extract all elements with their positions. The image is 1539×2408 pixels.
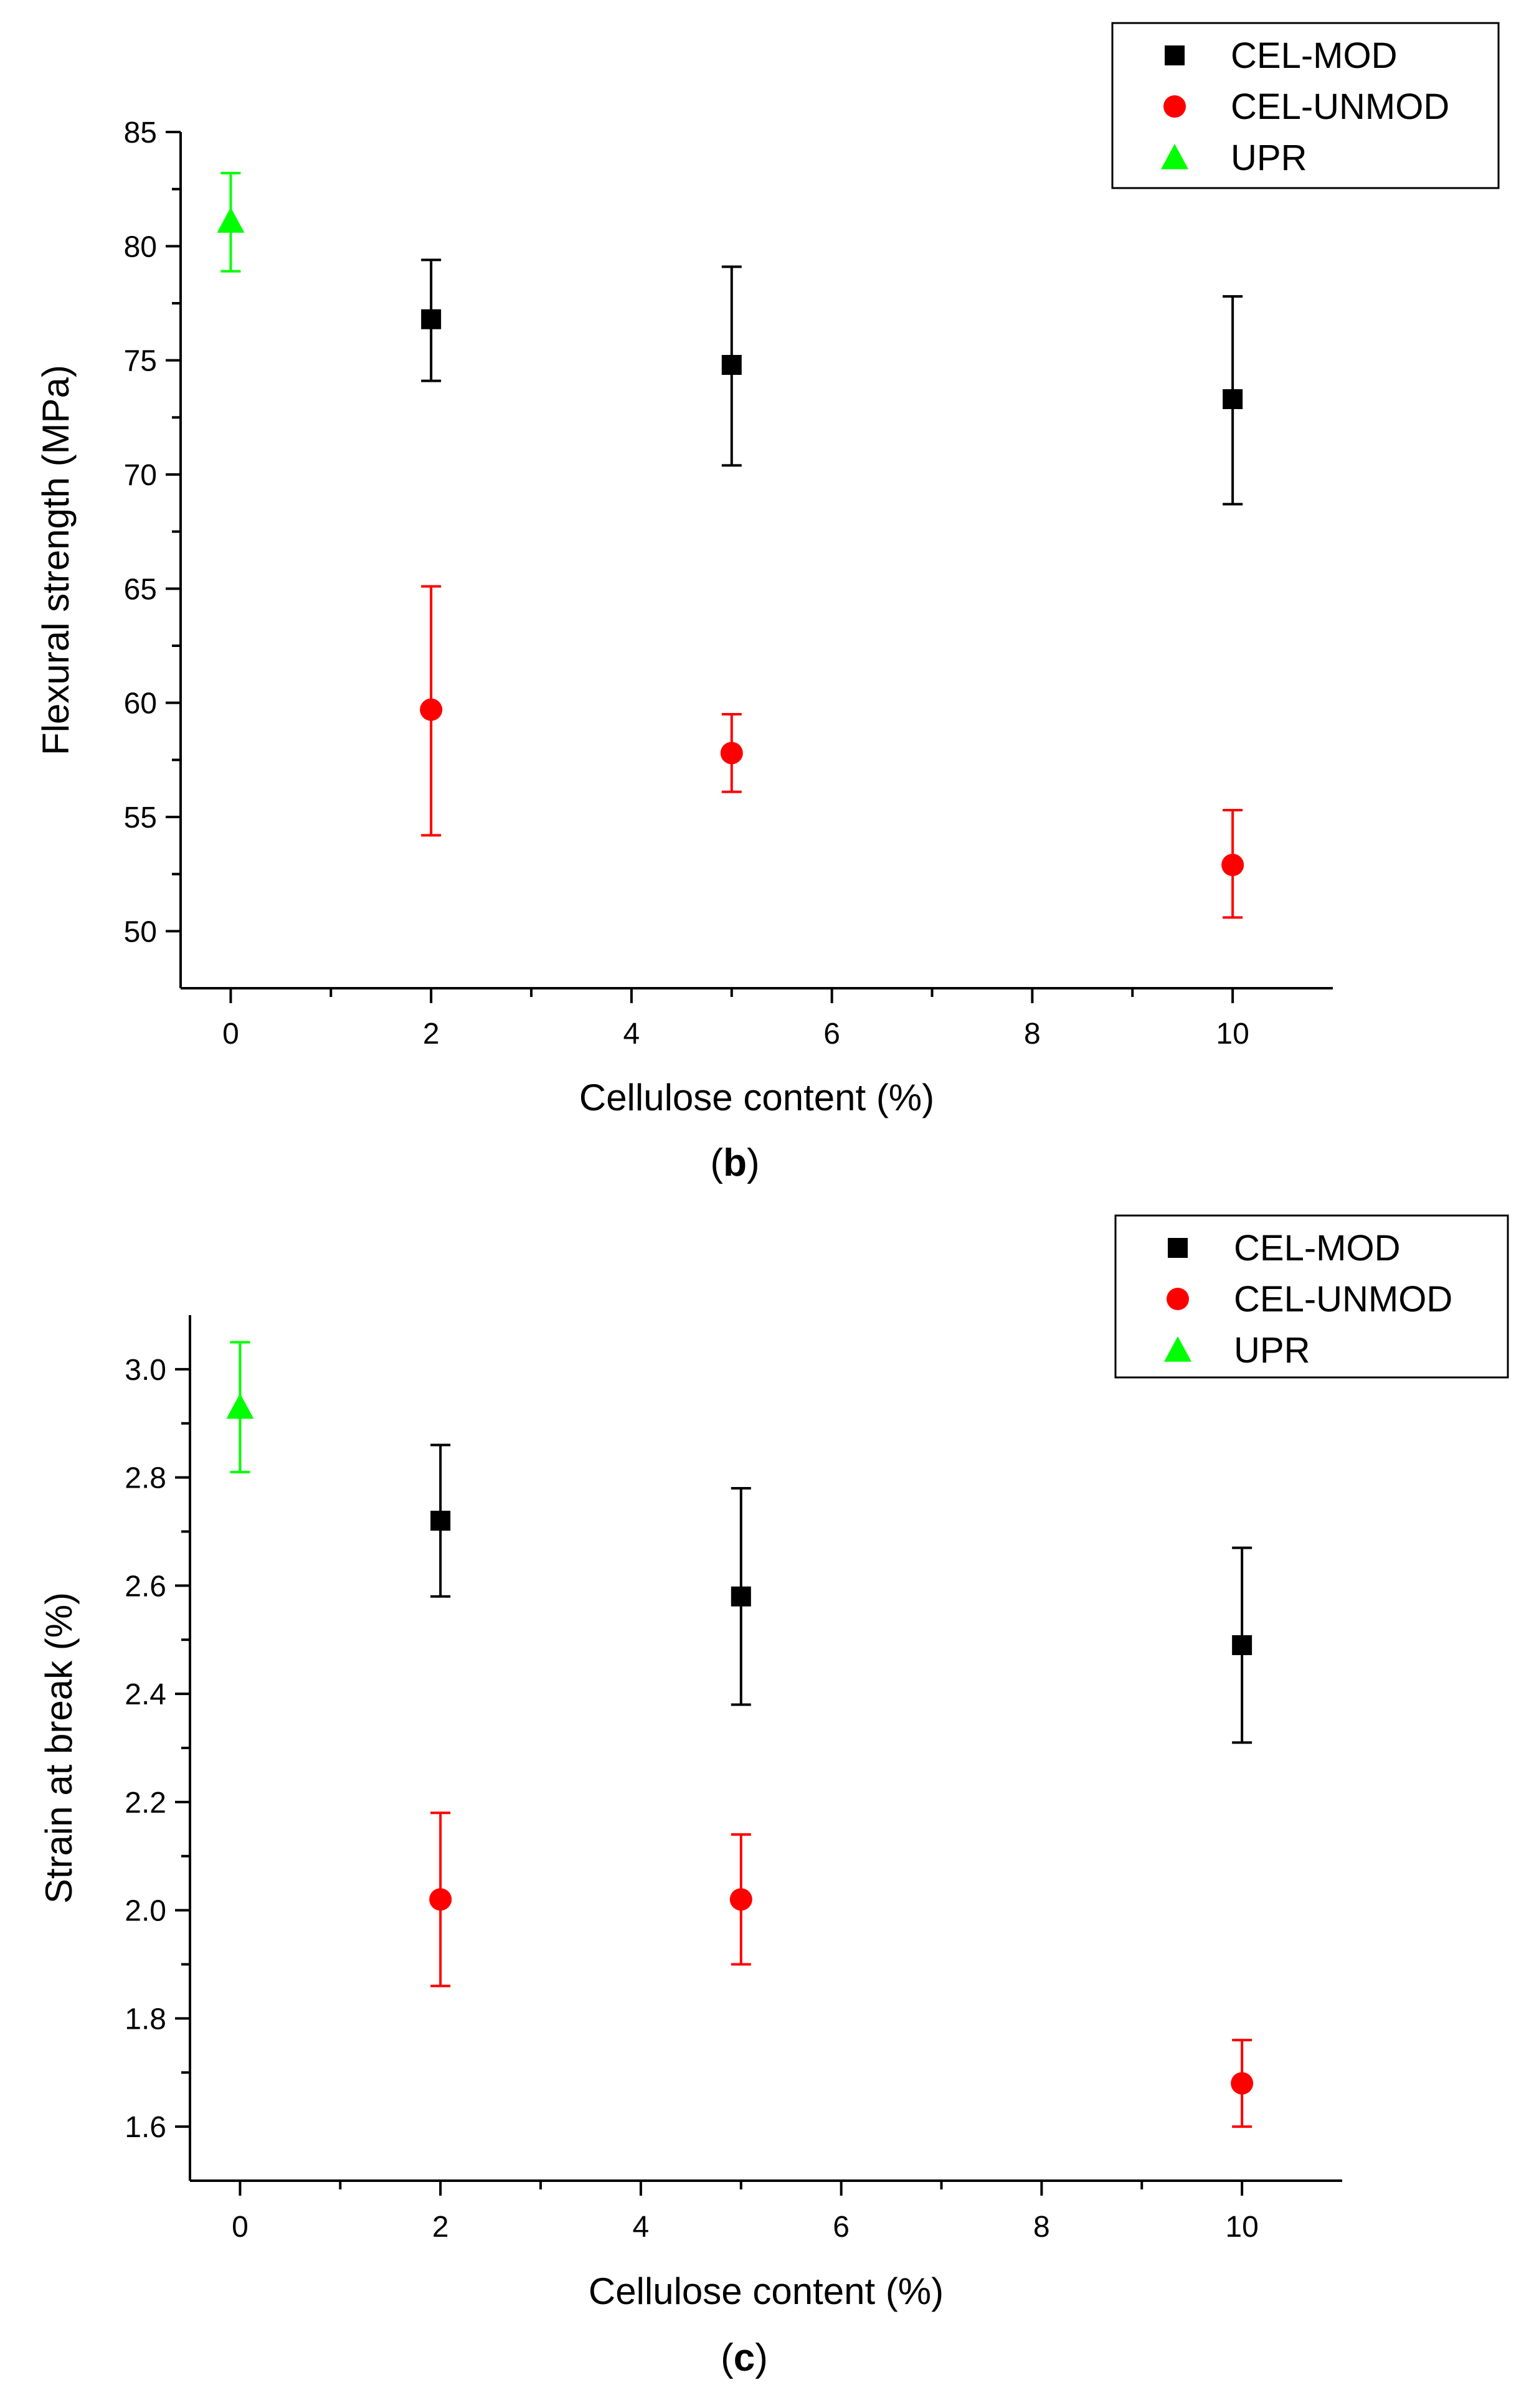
y-tick-label: 75 <box>124 345 157 378</box>
data-point <box>217 207 245 233</box>
series-cel-unmod <box>429 1811 1254 2128</box>
legend-label: CEL-MOD <box>1231 35 1397 76</box>
x-tick-label: 0 <box>222 1017 239 1051</box>
legend-label: CEL-MOD <box>1234 1228 1400 1268</box>
y-tick-label: 2.2 <box>125 1787 166 1820</box>
x-tick-label: 10 <box>1225 2211 1258 2244</box>
y-axis-title: Strain at break (%) <box>38 1592 80 1904</box>
y-tick-label: 2.8 <box>125 1462 166 1495</box>
y-tick-label: 2.0 <box>125 1895 166 1928</box>
x-tick-label: 4 <box>633 2211 650 2244</box>
legend-marker <box>1163 95 1186 118</box>
y-tick-label: 1.6 <box>125 2111 166 2144</box>
y-tick-label: 3.0 <box>125 1354 166 1387</box>
x-tick-label: 4 <box>623 1017 640 1051</box>
series-upr <box>217 172 245 273</box>
legend-marker <box>1161 144 1188 169</box>
panel-label: (b) <box>710 1141 759 1184</box>
legend-label: CEL-UNMOD <box>1234 1279 1452 1320</box>
data-point <box>1221 854 1244 876</box>
x-tick-label: 6 <box>833 2211 850 2244</box>
x-axis-title: Cellulose content (%) <box>579 1077 934 1118</box>
legend-marker <box>1167 1288 1189 1310</box>
legend-marker <box>1168 1238 1188 1258</box>
data-point <box>420 698 443 721</box>
data-point <box>429 1888 452 1911</box>
y-tick-label: 2.4 <box>125 1678 166 1711</box>
x-tick-label: 8 <box>1024 1017 1041 1051</box>
panel-label-open-paren: ( <box>710 1141 723 1184</box>
y-axis-title: Flexural strength (MPa) <box>35 365 77 755</box>
panel-label-open-paren: ( <box>721 2336 734 2379</box>
y-tick-label: 85 <box>124 116 157 149</box>
y-tick-label: 2.6 <box>125 1570 166 1603</box>
x-tick-label: 6 <box>823 1017 840 1051</box>
data-point <box>226 1393 254 1419</box>
legend-marker <box>1164 1336 1191 1362</box>
y-tick-label: 50 <box>124 915 157 948</box>
chart-panel-c: 0 2 4 6 8 10 1.6 1.8 2.0 2.2 2.4 2.6 2.8 3.0 Cellulose… <box>38 1214 1509 2379</box>
data-point <box>1232 1635 1253 1655</box>
data-point <box>729 1888 752 1911</box>
data-point <box>430 1511 451 1531</box>
x-tick-label: 0 <box>232 2211 249 2244</box>
data-point <box>1223 389 1243 409</box>
legend: CEL-MOD CEL-UNMOD UPR <box>1114 1214 1509 1379</box>
legend-label: UPR <box>1231 138 1307 178</box>
x-tick-label: 10 <box>1216 1017 1249 1051</box>
series-cel-mod <box>430 1443 1253 1744</box>
y-tick-label: 65 <box>124 573 157 606</box>
x-axis-title: Cellulose content (%) <box>589 2270 944 2312</box>
data-point <box>720 742 743 765</box>
legend: CEL-MOD CEL-UNMOD UPR <box>1111 22 1500 189</box>
panel-label-close-paren: ) <box>747 1141 760 1184</box>
x-tick-label: 2 <box>432 2211 449 2244</box>
legend-label: UPR <box>1234 1330 1310 1371</box>
data-point <box>1231 2072 1254 2095</box>
y-tick-label: 80 <box>124 230 157 263</box>
panel-label-letter: c <box>734 2336 755 2379</box>
legend-label: CEL-UNMOD <box>1231 87 1449 127</box>
series-cel-mod <box>421 258 1243 506</box>
y-tick-label: 70 <box>124 459 157 492</box>
series-upr <box>226 1341 254 1473</box>
x-tick-label: 2 <box>423 1017 440 1051</box>
data-point <box>731 1586 751 1607</box>
y-tick-label: 60 <box>124 687 157 720</box>
y-tick-label: 55 <box>124 801 157 834</box>
data-point <box>421 309 442 329</box>
panel-label: (c) <box>721 2336 768 2379</box>
chart-panel-b: 0 2 4 6 8 10 50 55 60 65 70 75 80 85 Cellulose content… <box>35 22 1500 1184</box>
panel-label-letter: b <box>723 1141 747 1184</box>
x-tick-label: 8 <box>1033 2211 1050 2244</box>
series-cel-unmod <box>420 585 1244 919</box>
legend-marker <box>1165 45 1185 65</box>
y-tick-label: 1.8 <box>125 2003 166 2036</box>
panel-label-close-paren: ) <box>755 2336 768 2379</box>
data-point <box>721 355 742 375</box>
